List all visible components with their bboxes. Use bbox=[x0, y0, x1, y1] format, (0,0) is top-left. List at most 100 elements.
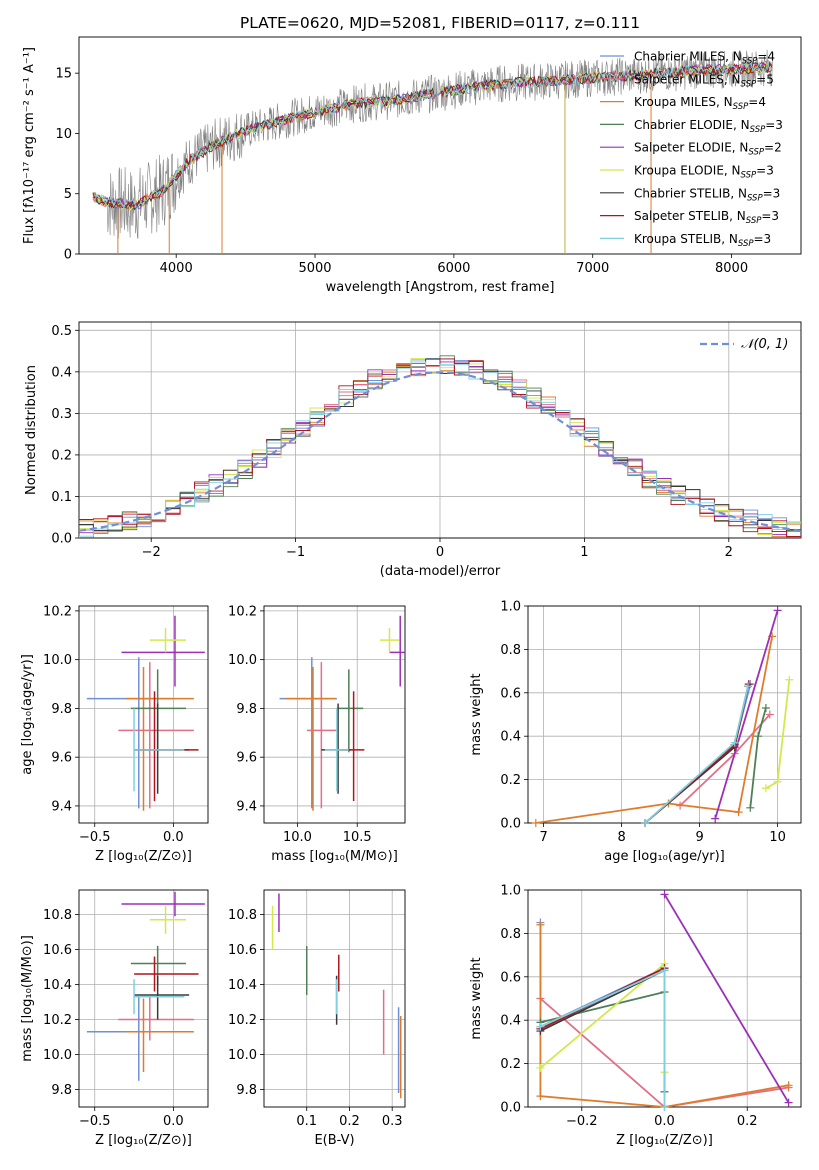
y-tick-label: 0.4 bbox=[500, 1014, 521, 1029]
axes-frame bbox=[78, 321, 802, 539]
legend-label: Chabrier STELIB, NSSP=3 bbox=[634, 186, 780, 203]
legend-label: Kroupa MILES, NSSP=4 bbox=[634, 95, 766, 112]
y-tick-label: 10.2 bbox=[43, 604, 72, 619]
series-marker-kroupa_elodie bbox=[761, 784, 770, 793]
y-tick-label: 10.6 bbox=[43, 943, 72, 958]
y-tick-label: 0.8 bbox=[500, 927, 521, 942]
series-marker-chabrier_elodie bbox=[746, 803, 755, 812]
y-tick-label: 10.0 bbox=[43, 653, 72, 668]
series-marker-kroupa_stelib bbox=[641, 819, 649, 827]
series-line-salpeter_elodie bbox=[714, 610, 779, 819]
y-axis-label: mass [log₁₀(M/M⊙)] bbox=[20, 935, 35, 1062]
x-tick-label: 10 bbox=[769, 830, 786, 845]
x-tick-label: 7 bbox=[539, 830, 547, 845]
y-axis-label: Flux [fλ10⁻¹⁷ erg cm⁻² s⁻¹ A⁻¹] bbox=[22, 47, 37, 244]
y-tick-label: 0.5 bbox=[51, 324, 72, 339]
y-axis-label: mass weight bbox=[469, 673, 484, 755]
y-axis-label: mass weight bbox=[469, 957, 484, 1039]
series-marker-chabrier_elodie bbox=[761, 703, 770, 712]
series-line-salpeter_miles bbox=[539, 997, 789, 1107]
y-tick-label: 9.8 bbox=[51, 702, 72, 717]
weight-vs-metallicity-panel: −0.2 0.0 0.2 0.0 0.2 0.4 0.6 0.8 1.0 Z [log₁₀(Z/Z… bbox=[469, 884, 802, 1148]
axes-frame bbox=[78, 605, 209, 824]
x-tick-label: 8000 bbox=[715, 261, 748, 276]
series-marker-kroupa_stelib bbox=[536, 1022, 545, 1031]
series-marker-chabrier_elodie bbox=[754, 732, 763, 741]
series-marker-kroupa_stelib bbox=[730, 738, 739, 747]
x-tick-label: 0.3 bbox=[382, 1114, 403, 1129]
y-tick-label: 10.0 bbox=[228, 653, 257, 668]
y-tick-label: 0.8 bbox=[500, 643, 521, 658]
series-marker-kroupa_stelib bbox=[743, 682, 752, 691]
x-tick-label: −0.5 bbox=[79, 830, 111, 845]
y-axis-label: Normed distribution bbox=[24, 365, 39, 495]
y-tick-label: 0.2 bbox=[500, 773, 521, 788]
x-tick-label: −1 bbox=[286, 545, 305, 560]
x-tick-label: 9 bbox=[695, 830, 703, 845]
series-marker-salpeter_miles bbox=[765, 710, 774, 719]
series-marker-salpeter_elodie bbox=[773, 606, 782, 615]
axes-frame bbox=[78, 36, 802, 255]
y-tick-label: 10.2 bbox=[228, 1013, 257, 1028]
y-tick-label: 10.0 bbox=[43, 1048, 72, 1063]
series-line-kroupa_miles bbox=[535, 636, 773, 823]
x-tick-label: 8 bbox=[617, 830, 625, 845]
x-tick-label: 1 bbox=[580, 545, 588, 560]
x-axis-label: Z [log₁₀(Z/Z⊙)] bbox=[95, 849, 192, 864]
x-axis-label: Z [log₁₀(Z/Z⊙)] bbox=[616, 1133, 713, 1148]
x-axis-label: wavelength [Angstrom, rest frame] bbox=[326, 280, 555, 295]
axes-frame bbox=[263, 889, 406, 1108]
y-tick-label: 10.4 bbox=[43, 978, 72, 993]
x-axis-label: age [log₁₀(age/yr)] bbox=[604, 849, 725, 864]
series-marker-kroupa_elodie bbox=[536, 1063, 545, 1072]
y-tick-label: 10.0 bbox=[228, 1048, 257, 1063]
y-tick-label: 15 bbox=[55, 67, 72, 82]
series-line-kroupa_stelib bbox=[540, 968, 666, 1107]
x-tick-label: 0.0 bbox=[163, 830, 184, 845]
x-tick-label: −2 bbox=[142, 545, 161, 560]
y-tick-label: 0.2 bbox=[51, 448, 72, 463]
y-tick-label: 0.4 bbox=[500, 730, 521, 745]
series-marker-kroupa_miles bbox=[734, 808, 743, 817]
x-tick-label: 0.0 bbox=[654, 1114, 675, 1129]
mass-vs-metallicity-panel: −0.5 0.0 9.8 10.0 10.2 10.4 10.6 10.8 Z [log₁₀(Z… bbox=[20, 889, 209, 1148]
residual-histogram-panel: −2 −1 0 1 2 0.0 0.1 0.2 0.3 0.4 0.5 (data-model)/er… bbox=[24, 321, 802, 579]
y-tick-label: 0.3 bbox=[51, 407, 72, 422]
y-tick-label: 0.0 bbox=[51, 532, 72, 547]
series-line-salpeter_elodie bbox=[663, 893, 790, 1104]
x-tick-label: 6000 bbox=[437, 261, 470, 276]
x-axis-label: E(B-V) bbox=[314, 1133, 354, 1148]
weight-vs-age-panel: 7 8 9 10 0.0 0.2 0.4 0.6 0.8 1.0 age [log₁₀(age/yr… bbox=[469, 600, 802, 864]
legend-label: Salpeter ELODIE, NSSP=2 bbox=[634, 141, 782, 158]
legend-label: Salpeter STELIB, NSSP=3 bbox=[634, 209, 779, 226]
model-spectrum-kroupa_stelib bbox=[92, 60, 772, 212]
y-tick-label: 0.1 bbox=[51, 490, 72, 505]
x-tick-label: 2 bbox=[725, 545, 733, 560]
legend-label: Chabrier ELODIE, NSSP=3 bbox=[634, 118, 783, 135]
y-tick-label: 9.8 bbox=[51, 1083, 72, 1098]
y-tick-label: 5 bbox=[64, 187, 72, 202]
y-tick-label: 9.6 bbox=[51, 751, 72, 766]
y-tick-label: 10.4 bbox=[228, 978, 257, 993]
y-tick-label: 0.0 bbox=[500, 1101, 521, 1116]
y-tick-label: 0.6 bbox=[500, 686, 521, 701]
y-tick-label: 10.8 bbox=[43, 908, 72, 923]
x-tick-label: 5000 bbox=[298, 261, 331, 276]
series-line-chabrier_elodie bbox=[749, 707, 767, 808]
y-tick-label: 1.0 bbox=[500, 600, 521, 615]
y-tick-label: 9.6 bbox=[236, 751, 257, 766]
x-tick-label: 4000 bbox=[160, 261, 193, 276]
mass-vs-ebv-panel: 0.1 0.2 0.3 9.8 10.0 10.2 10.4 10.6 10.8 E(B-V) bbox=[228, 889, 406, 1148]
x-tick-label: 0.2 bbox=[737, 1114, 758, 1129]
x-tick-label: −0.2 bbox=[566, 1114, 598, 1129]
y-tick-label: 10.6 bbox=[228, 943, 257, 958]
x-axis-label: Z [log₁₀(Z/Z⊙)] bbox=[95, 1133, 192, 1148]
x-tick-label: 7000 bbox=[576, 261, 609, 276]
y-tick-label: 1.0 bbox=[500, 884, 521, 899]
normal-curve bbox=[79, 371, 801, 532]
series-marker-kroupa_elodie bbox=[785, 675, 794, 684]
series-line-kroupa_miles bbox=[539, 924, 789, 1107]
legend-label: Kroupa ELODIE, NSSP=3 bbox=[634, 164, 774, 181]
y-tick-label: 0.2 bbox=[500, 1057, 521, 1072]
